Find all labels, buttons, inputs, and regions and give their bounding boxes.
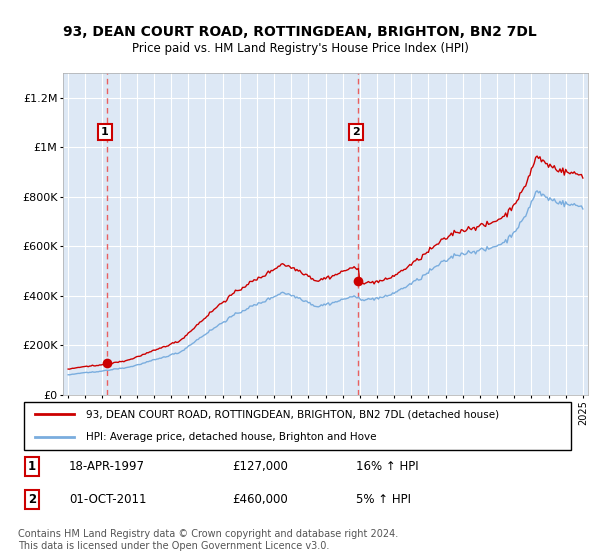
Text: 1: 1	[101, 127, 109, 137]
Text: 01-OCT-2011: 01-OCT-2011	[69, 493, 146, 506]
Text: £127,000: £127,000	[232, 460, 288, 473]
FancyBboxPatch shape	[23, 402, 571, 450]
Text: 2: 2	[352, 127, 360, 137]
Text: Contains HM Land Registry data © Crown copyright and database right 2024.
This d: Contains HM Land Registry data © Crown c…	[18, 529, 398, 551]
Text: Price paid vs. HM Land Registry's House Price Index (HPI): Price paid vs. HM Land Registry's House …	[131, 42, 469, 55]
Text: 18-APR-1997: 18-APR-1997	[69, 460, 145, 473]
Text: 5% ↑ HPI: 5% ↑ HPI	[356, 493, 412, 506]
Text: HPI: Average price, detached house, Brighton and Hove: HPI: Average price, detached house, Brig…	[86, 432, 376, 442]
Text: 93, DEAN COURT ROAD, ROTTINGDEAN, BRIGHTON, BN2 7DL: 93, DEAN COURT ROAD, ROTTINGDEAN, BRIGHT…	[63, 25, 537, 39]
Text: 93, DEAN COURT ROAD, ROTTINGDEAN, BRIGHTON, BN2 7DL (detached house): 93, DEAN COURT ROAD, ROTTINGDEAN, BRIGHT…	[86, 409, 499, 419]
Text: £460,000: £460,000	[232, 493, 288, 506]
Text: 1: 1	[28, 460, 36, 473]
Text: 16% ↑ HPI: 16% ↑ HPI	[356, 460, 419, 473]
Text: 2: 2	[28, 493, 36, 506]
